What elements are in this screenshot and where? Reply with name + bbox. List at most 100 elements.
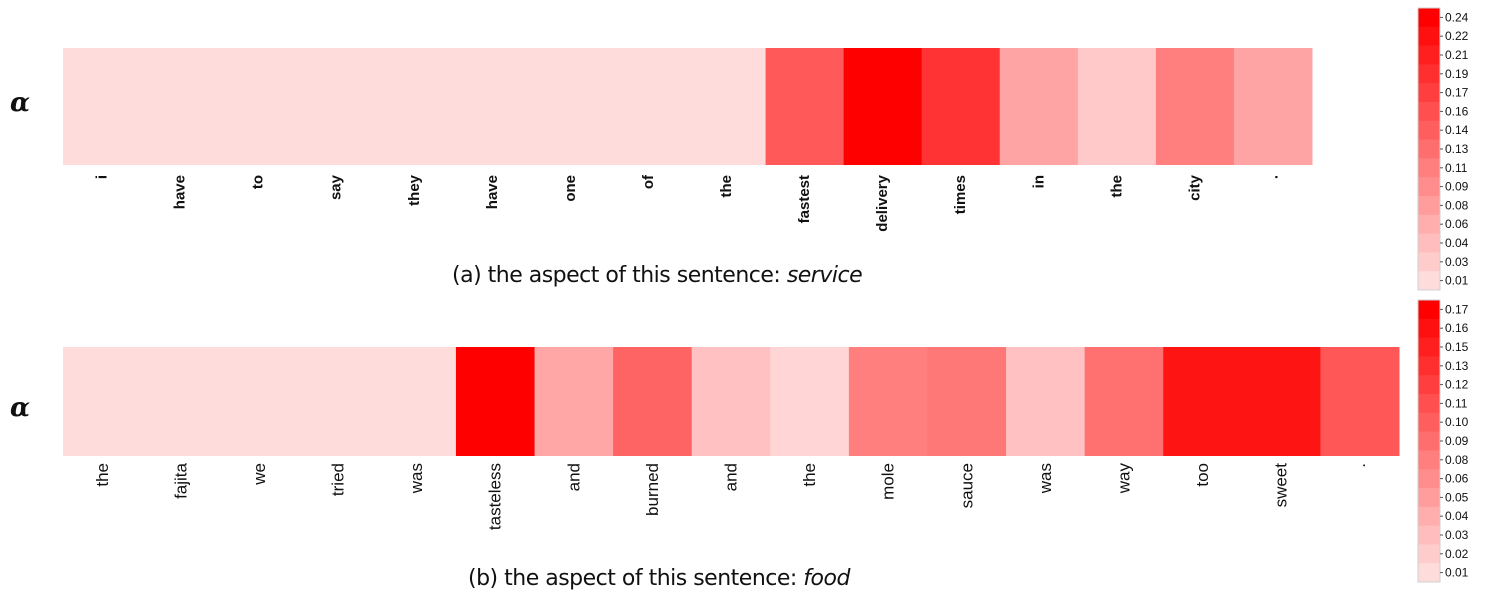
heatmap-cell	[765, 48, 845, 165]
colorbar-tick-label: 0.11	[1445, 396, 1468, 410]
colorbar-tick-label: 0.17	[1445, 302, 1469, 316]
colorbar-tick-label: 0.04	[1445, 236, 1469, 250]
token-label: the	[800, 463, 819, 487]
token-label: .	[1264, 175, 1281, 179]
heatmap-cell	[1233, 48, 1313, 165]
heatmap-cell	[141, 48, 220, 165]
panel-a-caption-prefix: (a) the aspect of this sentence:	[452, 263, 787, 288]
heatmap-cell	[1320, 347, 1400, 456]
colorbar-tick-label: 0.10	[1445, 415, 1469, 429]
heatmap-cell	[531, 48, 610, 165]
heatmap-cell	[609, 48, 688, 165]
heatmap-cell	[298, 347, 378, 456]
heatmap-cell	[1006, 347, 1086, 456]
colorbar-tick-label: 0.03	[1445, 255, 1469, 269]
colorbar-tick-label: 0.02	[1445, 547, 1469, 561]
heatmap-cell	[377, 347, 457, 456]
token-label: one	[562, 175, 579, 202]
token-label: they	[406, 174, 423, 206]
colorbar-segment	[1418, 412, 1440, 433]
colorbar-tick-label: 0.13	[1445, 142, 1469, 156]
colorbar-segment	[1418, 83, 1440, 103]
heatmap-cell	[927, 347, 1007, 456]
colorbar-segment	[1418, 196, 1440, 216]
colorbar-segment	[1418, 8, 1440, 28]
colorbar-tick-label: 0.08	[1445, 198, 1469, 212]
token-label: .	[1350, 463, 1369, 468]
heatmap-cell	[534, 347, 614, 456]
colorbar-tick-label: 0.01	[1445, 274, 1469, 288]
colorbar-segment	[1418, 544, 1440, 564]
token-label: sauce	[957, 463, 976, 508]
token-label: delivery	[874, 174, 891, 231]
colorbar-segment	[1418, 318, 1440, 339]
colorbar-tick-label: 0.03	[1445, 528, 1469, 542]
colorbar-segment	[1418, 64, 1440, 84]
colorbar-segment	[1418, 252, 1440, 272]
token-label: i	[94, 175, 111, 179]
token-label: fastest	[796, 175, 813, 223]
token-label: to	[250, 175, 267, 189]
token-label: say	[328, 174, 345, 200]
colorbar-tick-label: 0.06	[1445, 472, 1469, 486]
heatmap-cell	[453, 48, 532, 165]
token-label: in	[1030, 175, 1047, 188]
colorbar-tick-label: 0.08	[1445, 453, 1469, 467]
heatmap-cell	[297, 48, 376, 165]
heatmap-cell	[848, 347, 928, 456]
heatmap-cell	[770, 347, 850, 456]
token-label: too	[1193, 463, 1212, 487]
panel-b-caption-prefix: (b) the aspect of this sentence:	[468, 566, 804, 591]
colorbar-segment	[1418, 431, 1440, 451]
colorbar-tick-label: 0.01	[1445, 566, 1469, 580]
token-label: fajita	[171, 462, 190, 498]
colorbar-tick-label: 0.09	[1445, 434, 1469, 448]
panel-b-caption: (b) the aspect of this sentence: food	[468, 566, 850, 591]
colorbar-segment	[1418, 120, 1440, 141]
heatmap-cell	[843, 48, 923, 165]
colorbar-segment	[1418, 469, 1440, 489]
token-label: times	[952, 175, 969, 214]
colorbar-segment	[1418, 158, 1440, 178]
colorbar-tick-label: 0.09	[1445, 180, 1469, 194]
colorbar-tick-label: 0.19	[1445, 67, 1469, 81]
heatmap-cell	[687, 48, 767, 165]
token-label: the	[93, 463, 112, 487]
colorbar-segment	[1418, 563, 1440, 583]
colorbar-tick-label: 0.24	[1445, 10, 1469, 24]
colorbar-segment	[1418, 300, 1440, 320]
colorbar-a: 0.24 0.22 0.21 0.19 0.17 0.16 0.14 0.13 0.11 0.09…	[1417, 7, 1469, 291]
colorbar-segment	[1418, 375, 1440, 395]
token-label: city	[1186, 174, 1203, 201]
token-label: tried	[329, 463, 348, 496]
colorbar-segment	[1418, 525, 1440, 545]
token-label: tasteless	[486, 463, 505, 530]
heatmap-cell	[921, 48, 1001, 165]
colorbar-tick-label: 0.11	[1445, 161, 1468, 175]
token-label: have	[484, 175, 501, 209]
heatmap-cell	[219, 48, 298, 165]
colorbar-segment	[1418, 337, 1440, 357]
panel-b-aspect: food	[803, 566, 850, 591]
token-label: the	[1108, 175, 1125, 198]
colorbar-tick-label: 0.12	[1445, 378, 1469, 392]
colorbar-segment	[1418, 26, 1440, 47]
colorbar-segment	[1418, 506, 1440, 527]
heatmap-cell	[455, 347, 536, 456]
heatmap-cell	[141, 347, 221, 456]
heatmap-cell	[613, 347, 693, 456]
colorbar-tick-label: 0.22	[1445, 29, 1469, 43]
panel-a-ylabel: α	[10, 88, 31, 118]
panel-b-ylabel: α	[10, 393, 31, 423]
heatmap-cell	[1084, 347, 1164, 456]
token-label: mole	[879, 463, 898, 500]
colorbar-segment	[1418, 356, 1440, 376]
colorbar-segment	[1418, 394, 1440, 414]
panel-a-caption: (a) the aspect of this sentence: service	[452, 263, 863, 288]
panel-a-aspect: service	[786, 263, 863, 288]
token-label: sweet	[1272, 463, 1291, 508]
heatmap-cell	[999, 48, 1079, 165]
heatmap-cell	[691, 347, 771, 456]
colorbar-tick-label: 0.16	[1445, 104, 1469, 118]
colorbar-tick-label: 0.06	[1445, 217, 1469, 231]
